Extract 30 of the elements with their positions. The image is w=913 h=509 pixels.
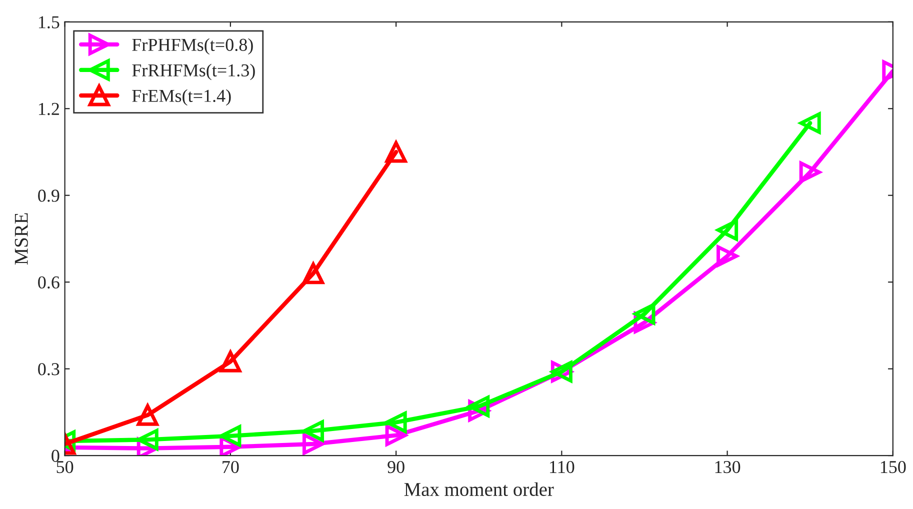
- point: [799, 112, 821, 134]
- y-tick-label: 1.2: [38, 102, 59, 116]
- y-tick-label: 0.9: [38, 190, 60, 202]
- point: [220, 350, 242, 372]
- point: [385, 424, 407, 446]
- x-tick-label: 70: [222, 460, 239, 474]
- point: [385, 412, 407, 434]
- point: [385, 141, 407, 163]
- point: [302, 420, 324, 442]
- point: [634, 303, 656, 325]
- point: [716, 245, 738, 267]
- x-tick-label: 50: [56, 460, 74, 474]
- point: [220, 425, 242, 447]
- x-tick-label: 90: [388, 460, 404, 474]
- point: [136, 428, 158, 450]
- point: [302, 262, 324, 284]
- x-axis-title: Max moment order: [404, 482, 554, 496]
- x-tick-label: 110: [550, 460, 574, 474]
- legend-label: FrEMs(t=1.4): [132, 89, 231, 106]
- x-tick-label: 130: [715, 460, 740, 474]
- x-tick-label: 150: [880, 460, 906, 474]
- legend-label: FrPHFMs(t=0.8): [132, 38, 253, 55]
- y-axis-title: MSRE: [14, 213, 28, 265]
- point: [302, 433, 324, 455]
- y-tick-label: 0.3: [38, 363, 60, 376]
- point: [136, 404, 158, 426]
- y-tick-label: 0: [52, 450, 60, 462]
- legend-label: FrRHFMs(t=1.3): [132, 64, 255, 80]
- y-tick-label: 1.5: [38, 16, 60, 28]
- y-tick-label: 0.6: [38, 276, 60, 289]
